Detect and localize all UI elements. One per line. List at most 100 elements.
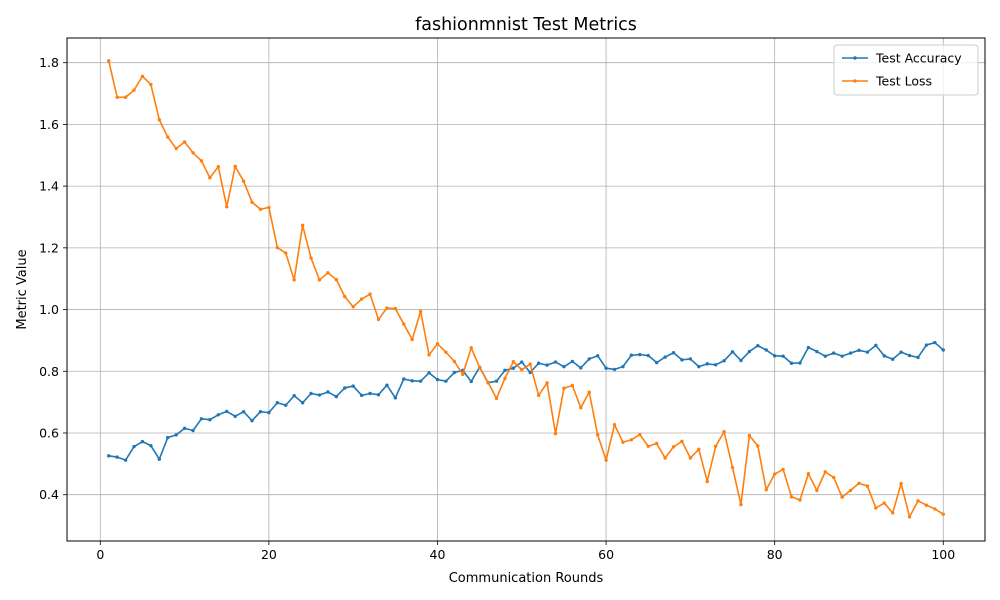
y-tick-label: 1.8 [39,55,59,70]
data-point [579,366,583,370]
data-point [267,410,271,415]
x-tick-label: 80 [767,547,783,562]
data-point [815,488,819,493]
data-point [899,481,903,486]
data-point [545,363,549,367]
data-point [638,352,642,357]
data-point [435,342,440,346]
data-point [326,390,330,394]
y-axis-label: Metric Value [15,249,30,329]
data-point [452,370,457,375]
data-point [115,455,119,459]
series-points-test-accuracy [107,340,945,462]
data-point [503,368,507,373]
data-point [612,367,617,372]
data-point [730,465,735,470]
data-point [848,488,853,493]
data-point [461,372,465,377]
data-point [284,403,288,407]
data-point [511,366,516,370]
data-point [418,379,423,383]
y-tick-label: 1.6 [39,117,59,132]
data-point [174,433,178,437]
y-tick-label: 0.8 [39,364,59,379]
data-point [874,343,878,348]
data-point [241,179,246,183]
data-point [503,376,507,381]
data-point [284,251,288,255]
data-point [916,499,920,503]
x-tick-label: 40 [430,547,446,562]
data-point [536,361,541,365]
data-point [629,438,634,442]
data-point [208,418,212,422]
data-point [890,511,895,515]
data-point [621,364,625,369]
gridlines [67,38,985,541]
data-point [385,306,389,310]
x-tick-label: 0 [96,547,104,562]
data-point [216,413,221,417]
data-point [933,507,937,511]
data-point [764,348,768,352]
data-point [317,393,322,397]
data-point [351,384,355,388]
data-point [646,353,650,358]
data-point [722,359,726,363]
data-point [351,305,355,309]
data-point [595,354,600,358]
data-point [916,355,920,360]
data-point [882,354,886,358]
data-point [528,362,532,366]
data-point [166,435,170,440]
data-point [300,223,305,228]
data-point [427,371,431,375]
data-point [334,394,339,399]
data-point [250,418,254,423]
data-point [149,443,153,448]
data-point [435,377,440,382]
data-point [562,386,566,390]
data-point [865,350,870,354]
data-point [579,405,583,410]
x-tick-label: 20 [261,547,277,562]
data-point [823,354,827,358]
data-point [671,351,676,355]
data-point [326,271,330,275]
legend-label: Test Loss [875,74,932,89]
legend-box [833,44,979,96]
data-point [730,350,735,354]
data-point [789,495,794,499]
data-point [140,439,145,444]
data-point [865,484,870,488]
data-point [924,503,929,507]
plot-frame [66,37,986,542]
data-point [157,457,162,461]
data-point [199,159,204,163]
data-point [477,365,482,370]
data-point [292,393,296,398]
data-point [688,456,693,460]
data-point [140,74,145,78]
data-point [359,297,364,301]
data-point [848,351,853,355]
data-point [402,322,406,326]
data-point [123,95,128,99]
data-point [469,346,473,350]
data-point [427,353,431,357]
data-point [789,361,794,365]
series-points-test-loss [107,59,945,519]
data-point [722,430,726,434]
data-point [840,354,844,358]
data-point [393,306,398,311]
data-point [831,351,836,355]
data-point [739,358,743,363]
data-point [697,364,701,369]
data-point [233,414,237,419]
data-point [621,440,625,444]
data-point [486,380,490,385]
data-point [553,431,558,436]
series-layer [107,59,945,519]
data-point [343,386,347,390]
